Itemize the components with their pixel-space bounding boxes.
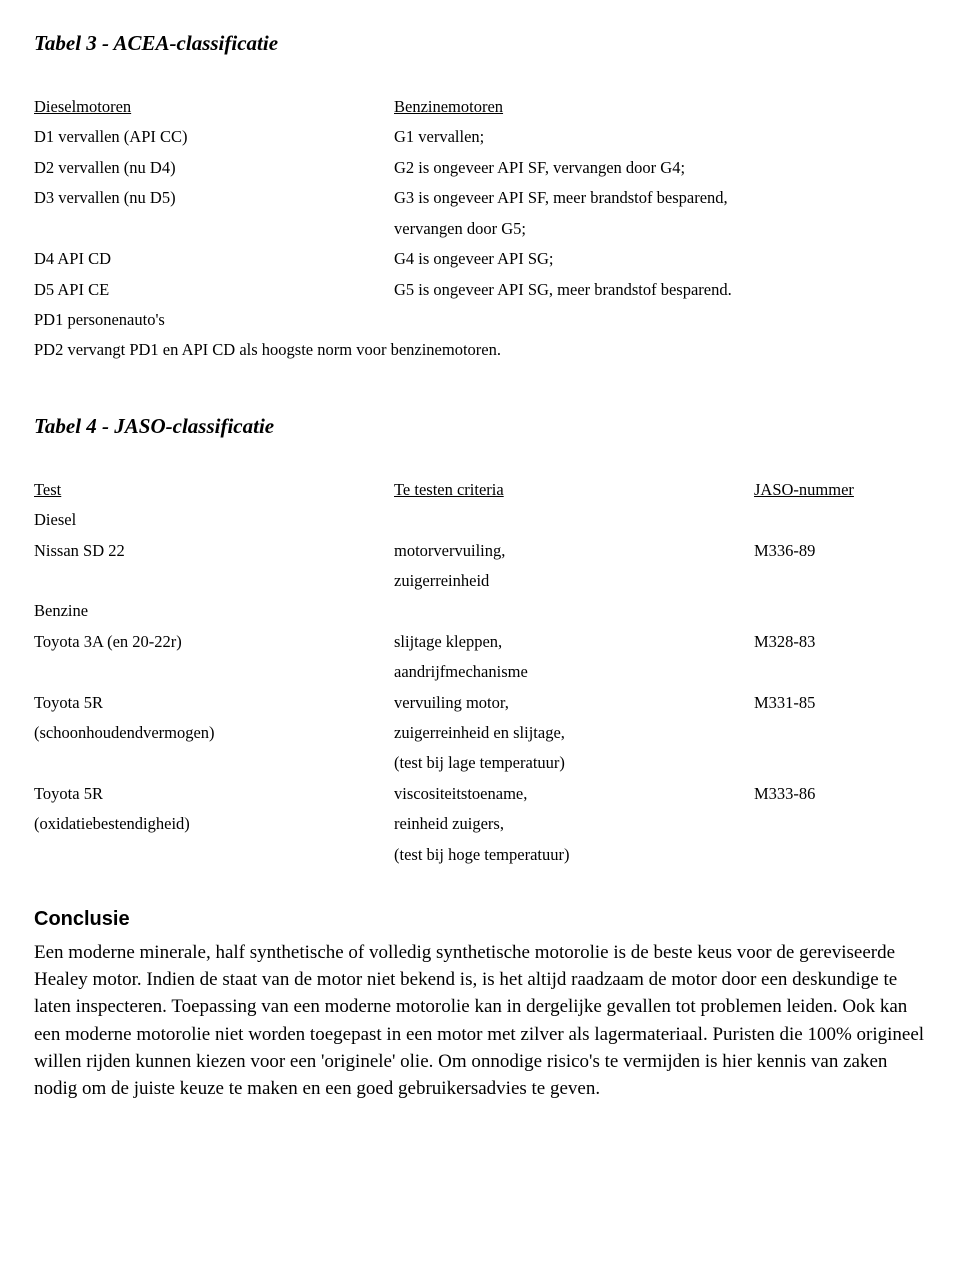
- table3-cell-left: D1 vervallen (API CC): [34, 125, 394, 149]
- table3-row: D5 API CEG5 is ongeveer API SG, meer bra…: [34, 278, 926, 302]
- table4-cell-c2: slijtage kleppen,: [394, 630, 754, 654]
- table4-cell-c3: M331-85: [754, 691, 926, 715]
- table3-row: D3 vervallen (nu D5)G3 is ongeveer API S…: [34, 186, 926, 210]
- table3-footnote: PD2 vervangt PD1 en API CD als hoogste n…: [34, 338, 926, 362]
- table3-row: vervangen door G5;: [34, 217, 926, 241]
- table3-cell-right: G1 vervallen;: [394, 125, 926, 149]
- table3-header-left: Dieselmotoren: [34, 95, 394, 119]
- table4-header-c1: Test: [34, 478, 394, 502]
- table4-cell-c3: [754, 569, 926, 593]
- table4-cell-c1: Toyota 5R: [34, 782, 394, 806]
- table4-cell-c3: [754, 721, 926, 745]
- table4-row: Toyota 5Rvervuiling motor,M331-85: [34, 691, 926, 715]
- table4-cell-c2: (test bij lage temperatuur): [394, 751, 754, 775]
- table3-cell-left: PD1 personenauto's: [34, 308, 394, 332]
- table3-cell-right: vervangen door G5;: [394, 217, 926, 241]
- table3-cell-left: D5 API CE: [34, 278, 394, 302]
- table3-cell-right: G3 is ongeveer API SF, meer brandstof be…: [394, 186, 926, 210]
- table4-cell-c3: [754, 843, 926, 867]
- table4-cell-c3: [754, 508, 926, 532]
- table4-row: Toyota 5Rviscositeitstoename,M333-86: [34, 782, 926, 806]
- conclusion-body: Een moderne minerale, half synthetische …: [34, 939, 926, 1103]
- table3-cell-right: G4 is ongeveer API SG;: [394, 247, 926, 271]
- table3-cell-right: [394, 308, 926, 332]
- table3-cell-left: D2 vervallen (nu D4): [34, 156, 394, 180]
- table4-header-c2: Te testen criteria: [394, 478, 754, 502]
- table4-cell-c2: viscositeitstoename,: [394, 782, 754, 806]
- table3-cell-right: G5 is ongeveer API SG, meer brandstof be…: [394, 278, 926, 302]
- table4-cell-c2: (test bij hoge temperatuur): [394, 843, 754, 867]
- table3-cell-right: G2 is ongeveer API SF, vervangen door G4…: [394, 156, 926, 180]
- table3-row: PD1 personenauto's: [34, 308, 926, 332]
- table3-cell-left: D4 API CD: [34, 247, 394, 271]
- table4-cell-c1: (oxidatiebestendigheid): [34, 812, 394, 836]
- table4-cell-c1: Benzine: [34, 599, 394, 623]
- table4-cell-c1: Toyota 3A (en 20-22r): [34, 630, 394, 654]
- table4-row: Toyota 3A (en 20-22r)slijtage kleppen,M3…: [34, 630, 926, 654]
- table4-cell-c2: vervuiling motor,: [394, 691, 754, 715]
- table4-row: Benzine: [34, 599, 926, 623]
- table3-header-row: Dieselmotoren Benzinemotoren: [34, 95, 926, 119]
- table3-title: Tabel 3 - ACEA-classificatie: [34, 28, 926, 59]
- table4-cell-c2: [394, 599, 754, 623]
- conclusion-title: Conclusie: [34, 905, 926, 935]
- table3: Dieselmotoren Benzinemotoren D1 vervalle…: [34, 95, 926, 363]
- table4-cell-c3: M336-89: [754, 539, 926, 563]
- table4-cell-c1: Nissan SD 22: [34, 539, 394, 563]
- table4-cell-c1: [34, 569, 394, 593]
- table4-cell-c3: [754, 599, 926, 623]
- table4-row: (schoonhoudendvermogen)zuigerreinheid en…: [34, 721, 926, 745]
- table4: Test Te testen criteria JASO-nummer Dies…: [34, 478, 926, 867]
- table4-cell-c2: reinheid zuigers,: [394, 812, 754, 836]
- table4-cell-c2: aandrijfmechanisme: [394, 660, 754, 684]
- table4-row: zuigerreinheid: [34, 569, 926, 593]
- table4-cell-c3: M333-86: [754, 782, 926, 806]
- table4-row: Diesel: [34, 508, 926, 532]
- table4-cell-c3: [754, 660, 926, 684]
- table4-cell-c2: zuigerreinheid: [394, 569, 754, 593]
- table3-row: D2 vervallen (nu D4)G2 is ongeveer API S…: [34, 156, 926, 180]
- table4-cell-c1: Toyota 5R: [34, 691, 394, 715]
- table4-row: (oxidatiebestendigheid)reinheid zuigers,: [34, 812, 926, 836]
- table4-cell-c1: [34, 660, 394, 684]
- table4-header-c3: JASO-nummer: [754, 478, 926, 502]
- table4-cell-c1: [34, 751, 394, 775]
- table4-row: Nissan SD 22motorvervuiling,M336-89: [34, 539, 926, 563]
- table4-row: (test bij hoge temperatuur): [34, 843, 926, 867]
- table4-cell-c1: [34, 843, 394, 867]
- table4-cell-c3: [754, 751, 926, 775]
- table4-cell-c2: [394, 508, 754, 532]
- table3-row: D4 API CDG4 is ongeveer API SG;: [34, 247, 926, 271]
- table4-cell-c2: zuigerreinheid en slijtage,: [394, 721, 754, 745]
- table3-cell-left: [34, 217, 394, 241]
- table4-header-row: Test Te testen criteria JASO-nummer: [34, 478, 926, 502]
- table4-row: aandrijfmechanisme: [34, 660, 926, 684]
- table4-cell-c2: motorvervuiling,: [394, 539, 754, 563]
- table4-cell-c3: M328-83: [754, 630, 926, 654]
- table4-cell-c1: Diesel: [34, 508, 394, 532]
- table4-title: Tabel 4 - JASO-classificatie: [34, 411, 926, 442]
- table3-row: D1 vervallen (API CC)G1 vervallen;: [34, 125, 926, 149]
- table4-row: (test bij lage temperatuur): [34, 751, 926, 775]
- table4-cell-c1: (schoonhoudendvermogen): [34, 721, 394, 745]
- table3-cell-left: D3 vervallen (nu D5): [34, 186, 394, 210]
- table3-header-right: Benzinemotoren: [394, 95, 926, 119]
- table4-cell-c3: [754, 812, 926, 836]
